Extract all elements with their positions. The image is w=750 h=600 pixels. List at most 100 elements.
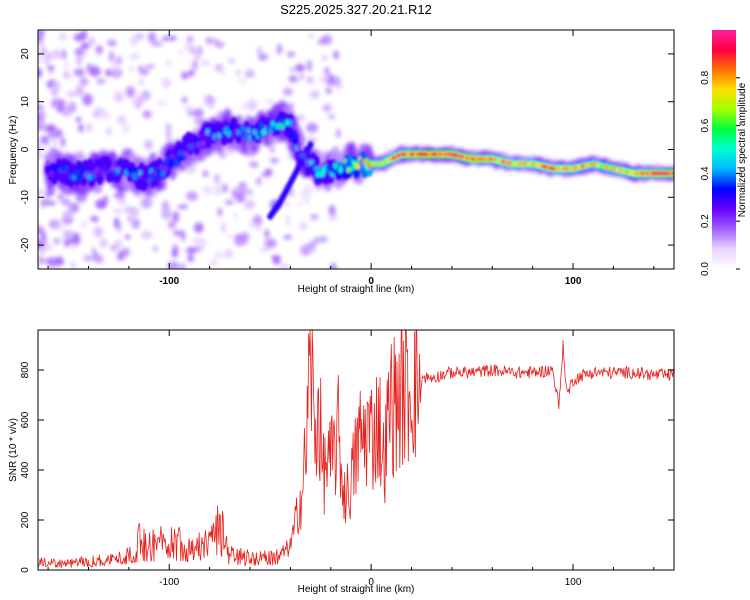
ridge-core	[241, 125, 246, 132]
ridge-core	[246, 127, 251, 134]
x-tick-label: -100	[159, 276, 179, 287]
ridge-core	[45, 160, 51, 167]
noise-blob	[136, 94, 147, 104]
noise-blob	[187, 254, 195, 262]
noise-blob	[271, 255, 281, 260]
noise-blob	[213, 173, 220, 184]
noise-blob	[152, 245, 159, 253]
noise-blob	[63, 230, 74, 240]
noise-blob	[73, 233, 81, 246]
noise-blob	[82, 93, 93, 106]
noise-blob	[241, 103, 249, 109]
noise-blob	[213, 251, 225, 259]
spectrogram-y-label: Frequency (Hz)	[8, 116, 19, 185]
noise-blob	[285, 215, 291, 227]
noise-blob	[116, 199, 127, 205]
noise-blob	[38, 261, 42, 269]
noise-blob	[265, 238, 277, 249]
colorbar: 0.0 0.2 0.4 0.6 0.8 Normalized spectral ampl…	[700, 30, 748, 276]
noise-blob	[185, 191, 198, 201]
noise-blob	[231, 188, 237, 198]
noise-blob	[95, 199, 108, 210]
noise-blob	[171, 248, 178, 259]
noise-blob	[38, 56, 44, 64]
ridge-core	[78, 174, 83, 181]
noise-blob	[142, 110, 152, 119]
snr-background	[38, 330, 674, 570]
ridge-core	[213, 127, 219, 134]
ridge-core	[204, 138, 209, 145]
noise-blob	[93, 226, 104, 238]
noise-blob	[234, 239, 247, 247]
spectrogram-x-label: Height of straight line (km)	[298, 284, 415, 295]
noise-blob	[261, 172, 267, 177]
noise-blob	[289, 67, 296, 73]
noise-blob	[318, 75, 329, 84]
noise-blob	[324, 67, 330, 74]
noise-blob	[53, 237, 61, 245]
snr-x-label: Height of straight line (km)	[298, 584, 415, 595]
noise-blob	[88, 36, 96, 47]
colorbar-ticks: 0.0 0.2 0.4 0.6 0.8	[700, 70, 740, 276]
y-tick-label: 10	[20, 96, 31, 108]
noise-blob	[193, 222, 204, 234]
noise-blob	[38, 67, 42, 78]
noise-blob	[220, 222, 226, 234]
ridge-core	[170, 152, 175, 159]
noise-blob	[327, 114, 336, 120]
noise-blob	[130, 35, 139, 47]
noise-blob	[38, 33, 45, 41]
noise-blob	[259, 246, 271, 253]
noise-blob	[99, 238, 108, 248]
y-tick-label: 20	[20, 48, 31, 60]
ridge-core	[347, 155, 353, 162]
noise-blob	[232, 212, 238, 219]
noise-blob	[80, 30, 88, 40]
ridge-core	[288, 119, 293, 126]
x-tick-label: 100	[565, 276, 582, 287]
ridge-core	[147, 176, 153, 183]
noise-blob	[117, 114, 126, 125]
snr-x-ticks: -100 0 100	[47, 330, 655, 588]
noise-blob	[96, 77, 106, 85]
noise-blob	[190, 60, 199, 70]
noise-blob	[88, 66, 101, 77]
y-tick-label: 400	[20, 461, 31, 478]
ridge-core	[275, 116, 280, 123]
noise-blob	[295, 63, 305, 73]
noise-blob	[304, 198, 310, 203]
noise-blob	[288, 75, 299, 83]
ridge-core	[100, 170, 106, 177]
snr-panel: -100 0 100 0 200 400 600 800 Height of straigh…	[8, 329, 675, 595]
y-tick-label: 600	[20, 411, 31, 428]
noise-blob	[162, 200, 170, 212]
noise-blob	[264, 228, 270, 239]
noise-blob	[61, 49, 67, 60]
noise-blob	[325, 87, 333, 94]
noise-blob	[52, 139, 58, 146]
noise-blob	[298, 200, 303, 208]
noise-blob	[39, 115, 47, 122]
y-tick-label: -20	[20, 237, 31, 252]
y-tick-label: 800	[20, 361, 31, 378]
noise-blob	[279, 263, 290, 269]
snr-y-ticks: 0 200 400 600 800	[20, 361, 674, 573]
ridge-core	[129, 167, 135, 174]
ridge-core	[320, 170, 325, 177]
noise-blob	[299, 222, 308, 230]
ridge-core	[63, 165, 69, 172]
noise-blob	[113, 91, 124, 103]
noise-blob	[125, 86, 136, 98]
noise-blob	[309, 90, 320, 99]
noise-blob	[235, 70, 241, 75]
noise-blob	[310, 214, 319, 221]
noise-blob	[160, 208, 173, 220]
noise-blob	[38, 151, 41, 160]
noise-blob	[257, 46, 263, 55]
ridge-core	[162, 160, 167, 167]
ridge-core	[344, 160, 350, 167]
ridge-core	[365, 157, 371, 164]
noise-blob	[145, 64, 156, 69]
noise-blob	[162, 35, 170, 42]
ridge-core	[133, 173, 138, 180]
